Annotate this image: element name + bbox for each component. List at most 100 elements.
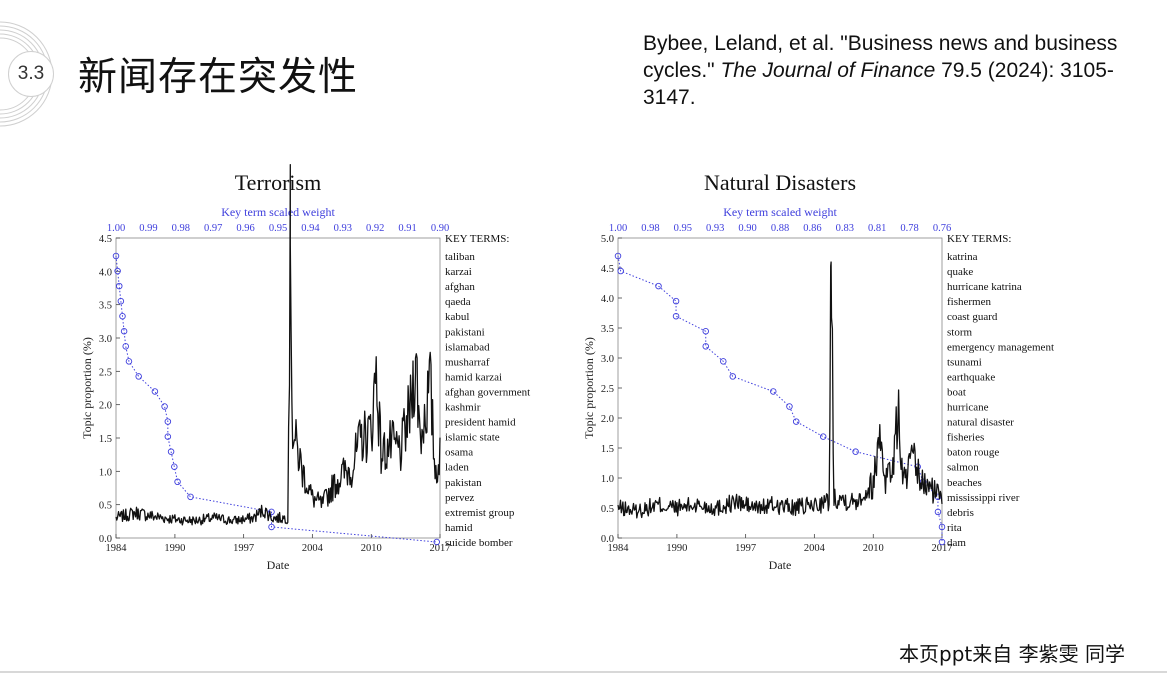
x-tick-label: 2017 xyxy=(430,543,451,554)
x-tick-label: 2004 xyxy=(804,543,826,554)
key-term: kabul xyxy=(445,311,469,323)
weight-marker xyxy=(164,433,172,440)
key-term: debris xyxy=(947,507,974,519)
key-term: extremist group xyxy=(445,507,515,519)
x-tick-label: 2010 xyxy=(361,543,382,554)
y-tick-label: 4.5 xyxy=(99,234,112,245)
y-tick-label: 2.5 xyxy=(99,367,112,378)
weight-marker xyxy=(938,538,946,546)
key-term: hurricane xyxy=(947,402,989,414)
key-term: laden xyxy=(445,462,469,474)
weight-marker xyxy=(268,508,275,516)
top-tick-label: 0.94 xyxy=(301,223,320,234)
top-tick-label: 0.91 xyxy=(398,223,416,234)
top-tick-label: 0.93 xyxy=(706,223,724,234)
key-term: storm xyxy=(947,326,973,338)
top-tick-label: 0.98 xyxy=(172,223,190,234)
weight-marker xyxy=(769,388,777,395)
citation-authors-title: Bybee, Leland, et al. "Business news and… xyxy=(643,32,1118,82)
weight-curve xyxy=(115,255,437,543)
weight-marker xyxy=(786,403,793,410)
y-tick-label: 0.0 xyxy=(99,534,112,545)
top-tick-label: 0.95 xyxy=(269,223,287,234)
y-tick-label: 3.0 xyxy=(99,334,112,345)
y-tick-label: 3.5 xyxy=(601,324,614,335)
key-term: president hamid xyxy=(445,417,516,429)
key-term: salmon xyxy=(947,462,979,474)
key-term: fishermen xyxy=(947,296,991,308)
topic-series-line xyxy=(115,164,441,526)
key-term: musharraf xyxy=(445,356,490,368)
top-tick-label: 0.93 xyxy=(334,223,352,234)
y-tick-label: 1.0 xyxy=(99,467,112,478)
chart-title: Terrorism xyxy=(235,170,321,195)
key-term: tsunami xyxy=(947,356,982,368)
weight-marker xyxy=(672,312,680,320)
top-tick-label: 0.92 xyxy=(366,223,384,234)
key-term: earthquake xyxy=(947,371,995,383)
key-term: hamid xyxy=(445,522,473,534)
y-axis-label: Topic proportion (%) xyxy=(582,337,596,439)
section-number: 3.3 xyxy=(17,63,45,84)
key-term: natural disaster xyxy=(947,417,1014,429)
top-tick-label: 0.96 xyxy=(236,223,254,234)
top-tick-label: 0.95 xyxy=(674,223,692,234)
y-tick-label: 1.5 xyxy=(601,444,614,455)
chart-title: Natural Disasters xyxy=(704,170,856,195)
top-tick-label: 0.90 xyxy=(431,223,449,234)
top-axis-label: Key term scaled weight xyxy=(221,205,335,219)
key-term: boat xyxy=(947,386,966,398)
weight-marker xyxy=(617,267,624,275)
slide-title: 新闻存在突发性 xyxy=(78,55,359,100)
y-axis-label: Topic proportion (%) xyxy=(80,337,94,439)
weight-marker xyxy=(720,358,727,365)
weight-marker xyxy=(792,418,800,425)
weight-marker xyxy=(164,418,172,425)
natural-disasters-chart: Natural Disasters Key term scaled weight 1… xyxy=(582,170,1054,572)
weight-marker xyxy=(934,508,942,516)
weight-marker xyxy=(729,373,736,380)
citation: Bybee, Leland, et al. "Business news and… xyxy=(643,30,1158,111)
citation-journal: The Journal of Finance xyxy=(720,59,936,82)
plot-frame xyxy=(115,237,441,539)
y-tick-label: 3.5 xyxy=(99,301,112,312)
key-term: afghan government xyxy=(445,386,530,398)
key-term: emergency management xyxy=(947,341,1054,353)
y-tick-label: 0.5 xyxy=(99,501,112,512)
key-term: fisheries xyxy=(947,432,984,444)
weight-marker xyxy=(122,343,129,350)
top-tick-label: 0.99 xyxy=(139,223,157,234)
y-tick-label: 2.0 xyxy=(99,401,112,412)
x-tick-label: 1990 xyxy=(666,543,687,554)
weight-marker xyxy=(614,252,622,260)
footer-credit: 本页ppt来自 李紫雯 同学 xyxy=(899,642,1125,666)
weight-marker xyxy=(135,373,142,380)
top-tick-label: 0.86 xyxy=(803,223,821,234)
top-tick-label: 0.88 xyxy=(771,223,789,234)
y-tick-label: 5.0 xyxy=(601,234,614,245)
weight-marker xyxy=(174,478,181,486)
x-tick-label: 2017 xyxy=(932,543,953,554)
top-tick-label: 0.76 xyxy=(933,223,951,234)
top-tick-label: 1.00 xyxy=(609,223,627,234)
top-tick-label: 1.00 xyxy=(107,223,125,234)
key-term: baton rouge xyxy=(947,447,999,459)
top-tick-label: 0.97 xyxy=(204,223,222,234)
weight-marker xyxy=(938,523,946,531)
weight-marker xyxy=(433,538,441,546)
y-tick-label: 3.0 xyxy=(601,354,614,365)
y-tick-label: 4.0 xyxy=(601,294,614,305)
weight-marker xyxy=(161,403,168,410)
y-tick-label: 2.0 xyxy=(601,414,614,425)
x-tick-label: 1984 xyxy=(608,543,630,554)
x-tick-label: 1990 xyxy=(164,543,185,554)
y-tick-label: 2.5 xyxy=(601,384,614,395)
y-tick-label: 4.0 xyxy=(99,267,112,278)
weight-marker xyxy=(112,252,120,260)
key-term: quake xyxy=(947,266,973,278)
weight-marker xyxy=(852,448,859,455)
y-tick-label: 0.0 xyxy=(601,534,614,545)
key-term: hurricane katrina xyxy=(947,281,1022,293)
terrorism-chart: Terrorism Key term scaled weight 1.00 0.99 0… xyxy=(80,164,530,572)
key-term: islamabad xyxy=(445,341,490,353)
